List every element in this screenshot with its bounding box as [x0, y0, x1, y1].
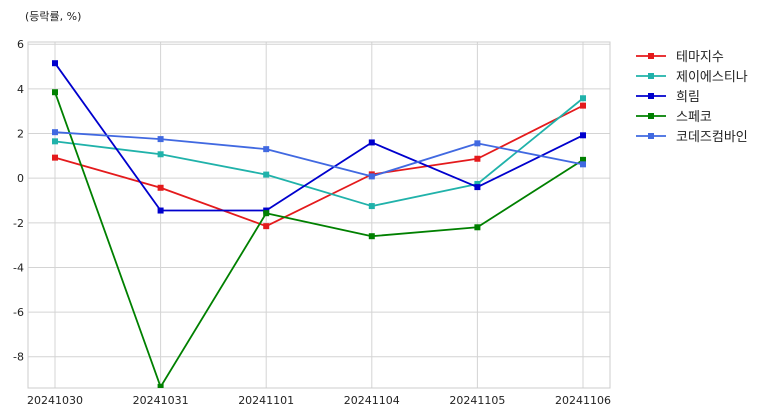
data-point [580, 156, 586, 163]
legend-label: 제이에스티나 [676, 70, 748, 85]
data-point [157, 184, 164, 191]
plot-frame [27, 41, 611, 389]
data-point [263, 210, 270, 217]
x-tick-label: 20241104 [344, 394, 400, 407]
legend-marker [648, 113, 654, 119]
series-line [54, 62, 584, 212]
legend-marker [648, 73, 654, 79]
data-point [474, 140, 481, 147]
y-tick-label: 4 [17, 83, 24, 96]
data-point [368, 203, 375, 210]
data-point [474, 155, 481, 162]
series-line [54, 97, 584, 207]
data-point [157, 151, 164, 158]
y-tick-label: 6 [17, 38, 24, 51]
legend-label: 스페코 [676, 110, 712, 125]
legend-marker [648, 53, 654, 59]
x-tick-label: 20241105 [449, 394, 505, 407]
x-tick-label: 20241101 [238, 394, 294, 407]
x-tick-label: 20241106 [555, 394, 611, 407]
data-point [580, 102, 586, 109]
legend-label: 희림 [676, 90, 700, 105]
series-line [54, 131, 584, 178]
series-lines [52, 60, 586, 388]
series-line [54, 91, 584, 388]
legend-label: 코데즈컴바인 [676, 130, 748, 145]
data-point [52, 138, 58, 145]
y-axis: 6 4 2 0 -2 -4 -6 -8 [13, 38, 24, 364]
legend-marker [648, 133, 654, 139]
data-point [157, 136, 164, 143]
data-point [52, 154, 58, 161]
y-tick-label: -6 [13, 306, 24, 319]
unit-label: (등락률, %) [25, 10, 81, 23]
legend-label: 테마지수 [676, 50, 724, 65]
data-point [157, 383, 164, 388]
x-tick-label: 20241031 [133, 394, 189, 407]
data-point [52, 89, 58, 96]
legend-marker [648, 93, 654, 99]
data-point [157, 207, 164, 214]
data-point [368, 233, 375, 240]
data-point [263, 146, 270, 153]
y-tick-label: 2 [17, 128, 24, 141]
data-point [474, 184, 481, 191]
y-tick-label: -2 [13, 217, 24, 230]
grid [28, 42, 610, 388]
y-tick-label: -8 [13, 351, 24, 364]
data-point [263, 223, 270, 230]
y-tick-label: -4 [13, 261, 24, 274]
x-tick-label: 20241030 [27, 394, 83, 407]
data-point [263, 171, 270, 178]
data-point [580, 132, 586, 139]
data-point [580, 95, 586, 102]
data-point [52, 60, 58, 67]
data-point [368, 139, 375, 146]
data-point [580, 161, 586, 168]
data-point [474, 180, 481, 187]
y-tick-label: 0 [17, 172, 24, 185]
data-point [52, 129, 58, 136]
data-point [474, 224, 481, 231]
series-line [54, 104, 584, 228]
data-point [368, 173, 375, 180]
x-axis: 20241030 20241031 20241101 20241104 20241105… [27, 394, 611, 407]
